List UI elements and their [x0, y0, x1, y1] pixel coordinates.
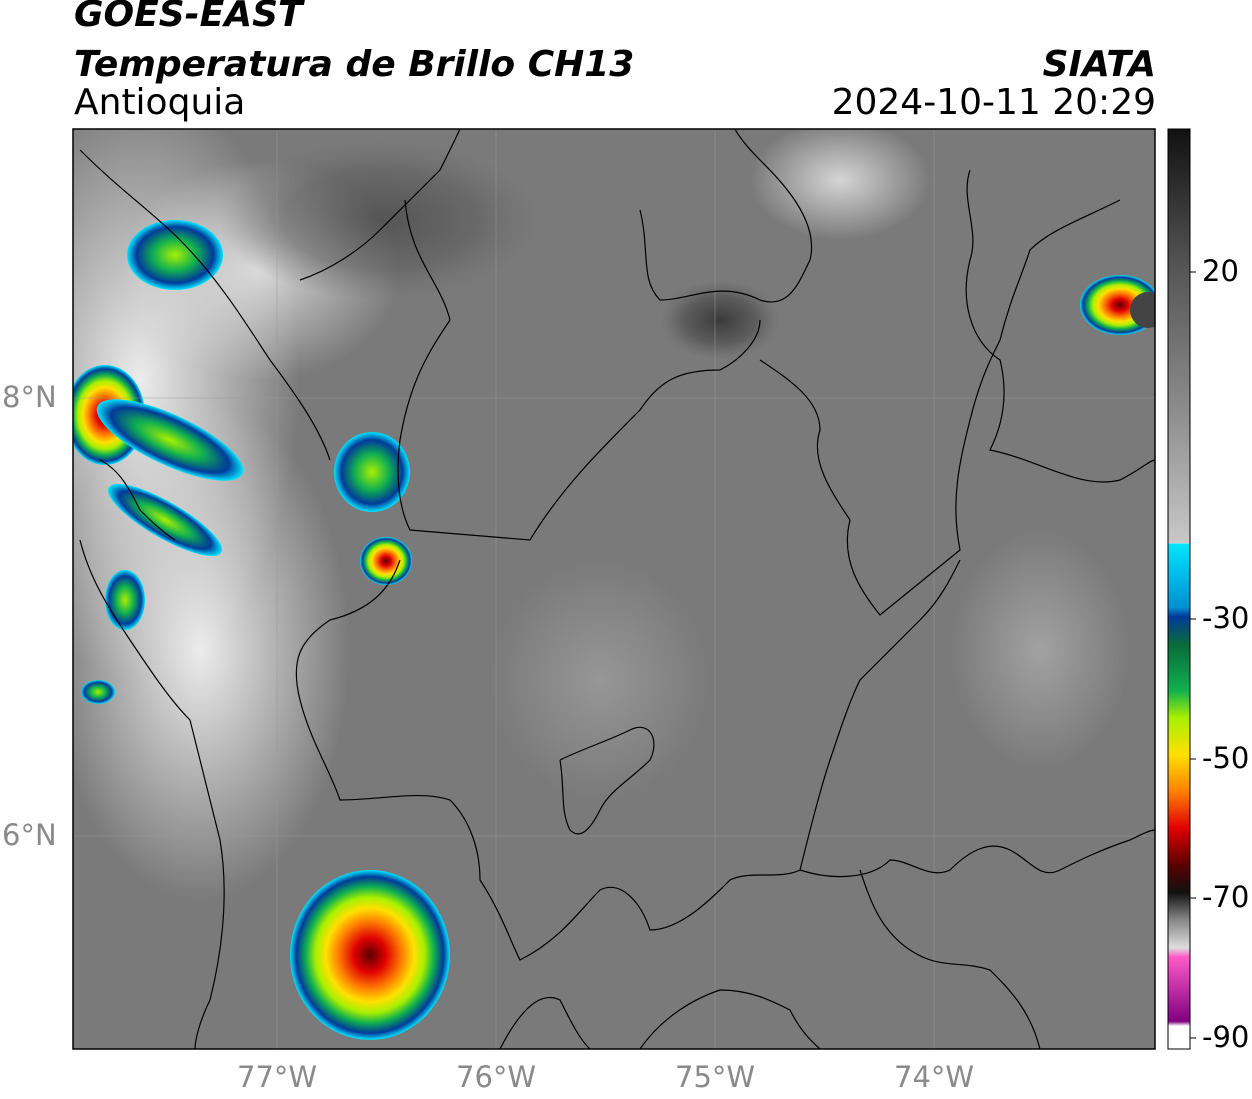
colorbar-label-minus90: -90 [1202, 1020, 1250, 1054]
gridlines [73, 129, 1155, 1049]
cloud-center [490, 560, 710, 800]
colorbar-label-minus70: -70 [1202, 880, 1250, 914]
colorbar-frame [1167, 128, 1191, 1050]
lon-tick-76w: 76°W [456, 1060, 537, 1094]
satellite-title: GOES-EAST [74, 0, 303, 35]
storm-cell-8 [360, 537, 412, 585]
colorbar-scale [1168, 129, 1190, 1049]
datetime-label: 2024-10-11 20:29 [831, 82, 1156, 123]
storm-core-east [1130, 292, 1155, 328]
dark-area-center [660, 280, 780, 360]
region-label: Antioquia [74, 82, 246, 123]
storm-cell-7 [334, 432, 410, 512]
lon-tick-77w: 77°W [237, 1060, 318, 1094]
lon-tick-75w: 75°W [675, 1060, 756, 1094]
storm-cell-6 [81, 680, 115, 704]
organization-label: SIATA [1042, 44, 1156, 85]
colorbar-label-20: 20 [1202, 254, 1239, 288]
map-frame [72, 128, 1156, 1050]
storm-cell-9 [290, 870, 450, 1040]
storm-cell-5 [105, 570, 145, 630]
cloud-east [950, 530, 1130, 770]
colorbar-label-minus50: -50 [1202, 741, 1250, 775]
colorbar-label-minus30: -30 [1202, 601, 1250, 635]
colorbar-ticks [1190, 271, 1196, 1039]
cloud-north [750, 129, 930, 240]
storm-cell-1 [127, 220, 223, 290]
map-imagery [73, 129, 1155, 1049]
lat-tick-8n: 8°N [2, 380, 57, 414]
lon-tick-74w: 74°W [894, 1060, 975, 1094]
political-borders [79, 129, 1155, 1049]
dark-area-north [220, 140, 540, 300]
product-title: Temperatura de Brillo CH13 [74, 44, 635, 85]
storm-cell-3 [96, 399, 244, 481]
lat-tick-6n: 6°N [2, 818, 57, 852]
